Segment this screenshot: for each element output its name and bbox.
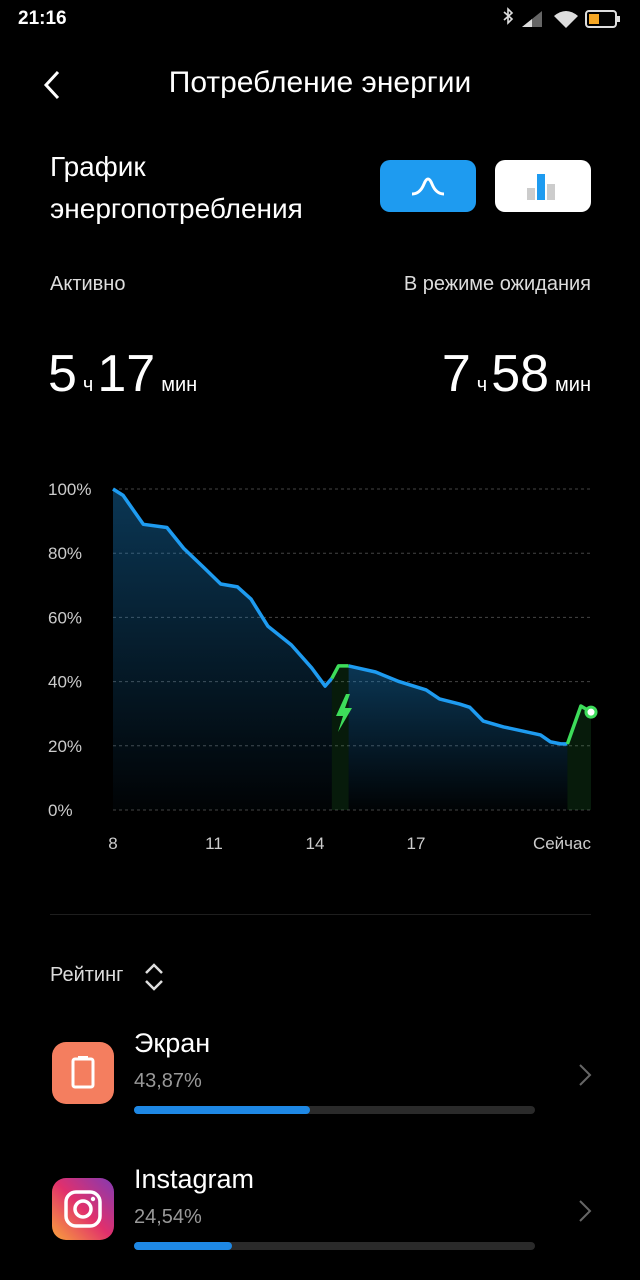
screen-icon [52,1042,114,1104]
section-title: График энергопотребления [50,151,303,224]
y-tick-label: 20% [48,737,82,756]
hours: 7 [441,345,471,403]
x-tick-label: 8 [108,834,117,853]
x-tick-label: 11 [205,834,223,853]
usage-track [134,1106,535,1114]
app-percent: 43,87% [134,1070,202,1092]
chevron [579,1200,592,1222]
charging-icon [336,694,352,732]
page-title: Потребление энергии [168,66,472,99]
app-name: Instagram [134,1164,255,1194]
y-tick-label: 80% [48,544,82,563]
app-row[interactable]: Экран 43,87% [0,1020,640,1130]
line-icon [411,177,445,196]
battery-chart: 0% 20% 40% 60% 80% 100% 8 11 14 17 Сейчас [48,480,598,853]
instagram-icon [52,1178,114,1240]
divider [50,914,591,915]
minutes: 58 [491,345,550,403]
x-tick-label: 17 [406,834,425,853]
chevron [579,1064,592,1086]
area-fill [113,489,332,810]
area-fill [567,706,591,810]
usage-bar [134,1242,233,1250]
hours: 5 [48,345,77,403]
status-time: 21:16 [18,8,67,29]
app-name: Экран [134,1028,211,1058]
x-tick-label: Сейчас [533,834,592,853]
battery-line [112,487,568,746]
y-tick-label: 40% [48,673,82,692]
usage-track [134,1242,535,1250]
usage-bar [134,1106,310,1114]
bar-icon [527,174,555,200]
current-point [584,705,598,719]
y-tick-label: 60% [48,608,82,627]
ranking-label: Рейтинг [50,964,124,986]
unit: мин [555,374,591,396]
x-tick-label: 14 [306,834,325,853]
y-tick-label: 100% [48,480,91,499]
standby-label: В режиме ожидания [403,273,591,295]
y-tick-label: 0% [48,801,73,820]
app-percent: 24,54% [134,1206,202,1228]
unit: мин [161,374,198,396]
back-button[interactable] [38,68,68,102]
area-fill [331,665,349,810]
minutes: 17 [97,345,156,403]
line-view-button[interactable] [380,160,476,212]
unit: ч [82,374,94,396]
standby-time: 7 ч58 мин [442,344,595,404]
active-label: Активно [50,273,126,295]
active-time: 5 ч17 мин [48,344,201,404]
bar-view-button[interactable] [495,160,591,212]
app-row[interactable]: Instagram 24,54% [0,1156,640,1266]
status-icons [503,7,620,28]
area-fill [348,665,568,810]
unit: ч [476,374,488,396]
sort-icon[interactable] [142,962,166,992]
